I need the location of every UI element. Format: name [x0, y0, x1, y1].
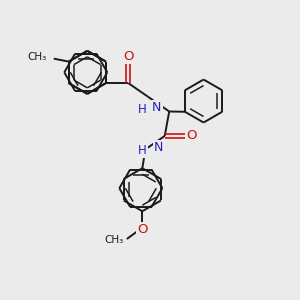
Text: CH₃: CH₃ [27, 52, 46, 62]
Text: O: O [123, 50, 134, 63]
Text: CH₃: CH₃ [104, 236, 123, 245]
Text: H: H [137, 103, 146, 116]
Text: O: O [137, 223, 148, 236]
Text: O: O [186, 130, 197, 142]
Text: N: N [152, 101, 162, 114]
Text: N: N [154, 141, 163, 154]
Text: H: H [138, 144, 147, 158]
